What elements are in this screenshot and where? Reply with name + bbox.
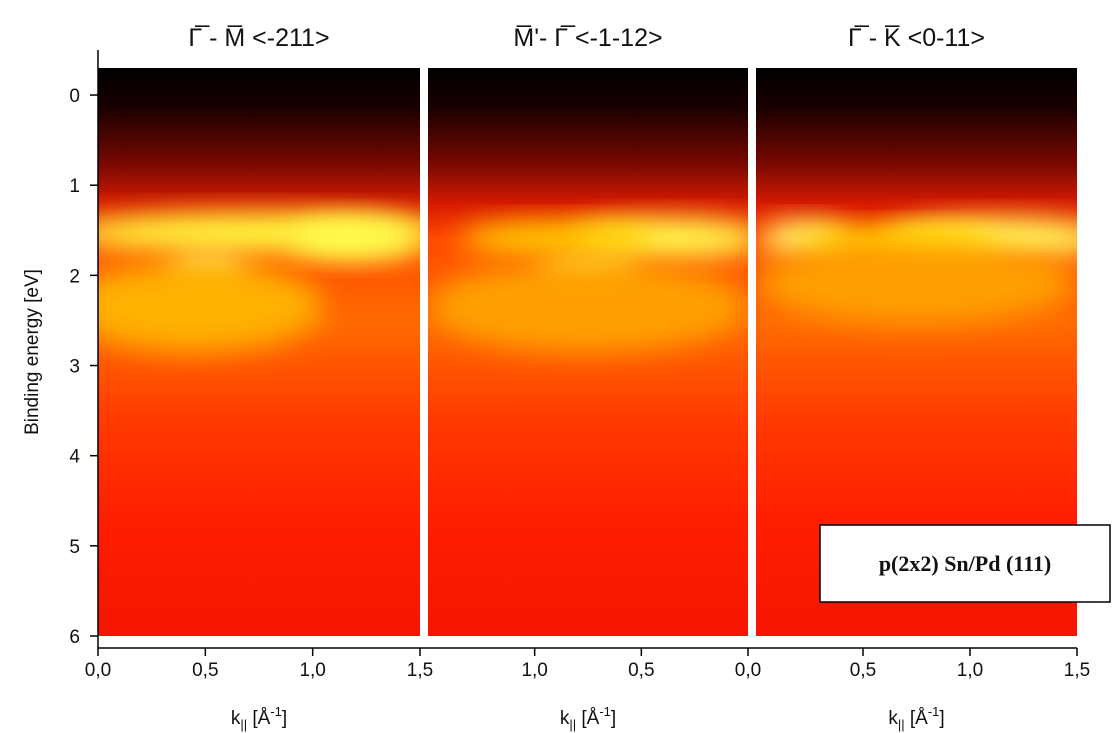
x-label-part: [Å [905, 708, 929, 729]
x-tick-label: 1,5 [407, 660, 433, 681]
x-tick-label: 1,0 [957, 660, 983, 681]
x-tick-label: 1,5 [1064, 660, 1090, 681]
x-label-part: ] [611, 708, 616, 729]
intensity-feature [428, 261, 748, 352]
x-tick-label: 0,5 [850, 660, 876, 681]
x-label-part: ] [939, 708, 944, 729]
x-label-part: -1 [928, 704, 940, 719]
panel-title: M̅'- Γ̅ <-1-12> [513, 24, 662, 52]
y-axis-label: Binding energy [eV] [22, 269, 43, 435]
intensity-map [98, 68, 420, 636]
x-label-part: -1 [270, 704, 282, 719]
y-tick-label: 5 [69, 537, 80, 558]
x-label-part: [Å [576, 708, 600, 729]
x-label-part: || [240, 717, 247, 732]
x-axis-label: k|| [Å-1] [888, 704, 944, 732]
x-tick-label: 0,0 [85, 660, 111, 681]
x-axis-label: k|| [Å-1] [231, 704, 287, 732]
y-tick-label: 0 [69, 86, 80, 107]
x-tick-label: 1,0 [521, 660, 547, 681]
y-tick-label: 1 [69, 176, 80, 197]
x-axis-label: k|| [Å-1] [560, 704, 616, 732]
intensity-feature [460, 221, 652, 256]
x-label-part: k [231, 708, 241, 729]
panel-title: Γ̅ - M̅ <-211> [188, 24, 329, 52]
x-label-part: [Å [247, 708, 271, 729]
y-tick-label: 6 [69, 627, 80, 648]
x-label-part: k [560, 708, 570, 729]
x-label-part: k [888, 708, 898, 729]
panel-title: Γ̅ - K̅ <0-11> [848, 24, 985, 52]
y-tick-label: 3 [69, 357, 80, 378]
x-label-part: || [898, 717, 905, 732]
intensity-background [428, 68, 748, 636]
x-label-part: -1 [599, 704, 611, 719]
intensity-feature [291, 218, 420, 259]
x-label-part: ] [282, 708, 287, 729]
intensity-background [98, 68, 420, 636]
annotation: p(2x2) Sn/Pd (111) [879, 551, 1051, 576]
x-tick-label: 0,5 [628, 660, 654, 681]
x-tick-label: 0,5 [192, 660, 218, 681]
y-tick-label: 4 [69, 447, 80, 468]
intensity-feature [756, 244, 1077, 324]
intensity-map [428, 68, 748, 636]
x-tick-label: 1,0 [299, 660, 325, 681]
x-label-part: || [569, 717, 576, 732]
x-tick-label: 0,0 [735, 660, 761, 681]
y-tick-label: 2 [69, 266, 80, 287]
intensity-feature [98, 261, 324, 352]
annotation-box [819, 524, 1111, 603]
